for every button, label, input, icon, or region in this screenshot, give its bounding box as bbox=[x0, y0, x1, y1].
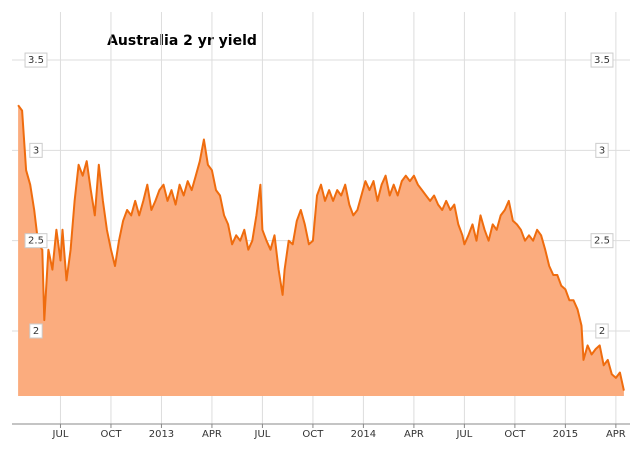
y-tick-label-box bbox=[590, 233, 614, 249]
y-tick-label: 3.5 bbox=[594, 55, 610, 66]
x-tick-label: JUL bbox=[254, 429, 271, 440]
y-tick-label-box bbox=[29, 142, 43, 158]
y-tick-label-box bbox=[29, 323, 43, 339]
y-tick-label-box bbox=[595, 142, 609, 158]
y-tick-label: 2 bbox=[599, 326, 605, 337]
y-tick-label-box bbox=[590, 52, 614, 68]
y-tick-label-box bbox=[24, 52, 48, 68]
x-tick-label: OCT bbox=[100, 429, 122, 440]
tick-labels: JUL OCT 2013 APR JUL OCT 2014 APR JUL OCT 2015 APR 2… bbox=[12, 52, 630, 440]
x-tick-label: 2015 bbox=[553, 429, 578, 440]
x-tick-label: JUL bbox=[455, 429, 472, 440]
area bbox=[18, 105, 624, 396]
y-tick-label: 3.5 bbox=[28, 55, 44, 66]
y-tick-label-box bbox=[24, 233, 48, 249]
line bbox=[17, 104, 625, 391]
x-tick-label: OCT bbox=[504, 429, 526, 440]
y-tick-label-box bbox=[595, 323, 609, 339]
y-tick-label: 2.5 bbox=[594, 236, 610, 247]
x-tick-label: 2013 bbox=[149, 429, 174, 440]
y-tick-label: 2 bbox=[33, 326, 39, 337]
x-tick-label: 2014 bbox=[351, 429, 376, 440]
x-tick-label: APR bbox=[404, 429, 424, 440]
x-tick-label: OCT bbox=[302, 429, 324, 440]
x-tick-label: APR bbox=[606, 429, 626, 440]
chart-title: Australia 2 yr yield bbox=[107, 33, 257, 49]
plot bbox=[17, 104, 625, 396]
y-tick-label: 3 bbox=[33, 145, 39, 156]
x-tick-label: APR bbox=[202, 429, 222, 440]
y-tick-label: 3 bbox=[599, 145, 605, 156]
x-tick-label: JUL bbox=[52, 429, 69, 440]
y-tick-label: 2.5 bbox=[28, 236, 44, 247]
